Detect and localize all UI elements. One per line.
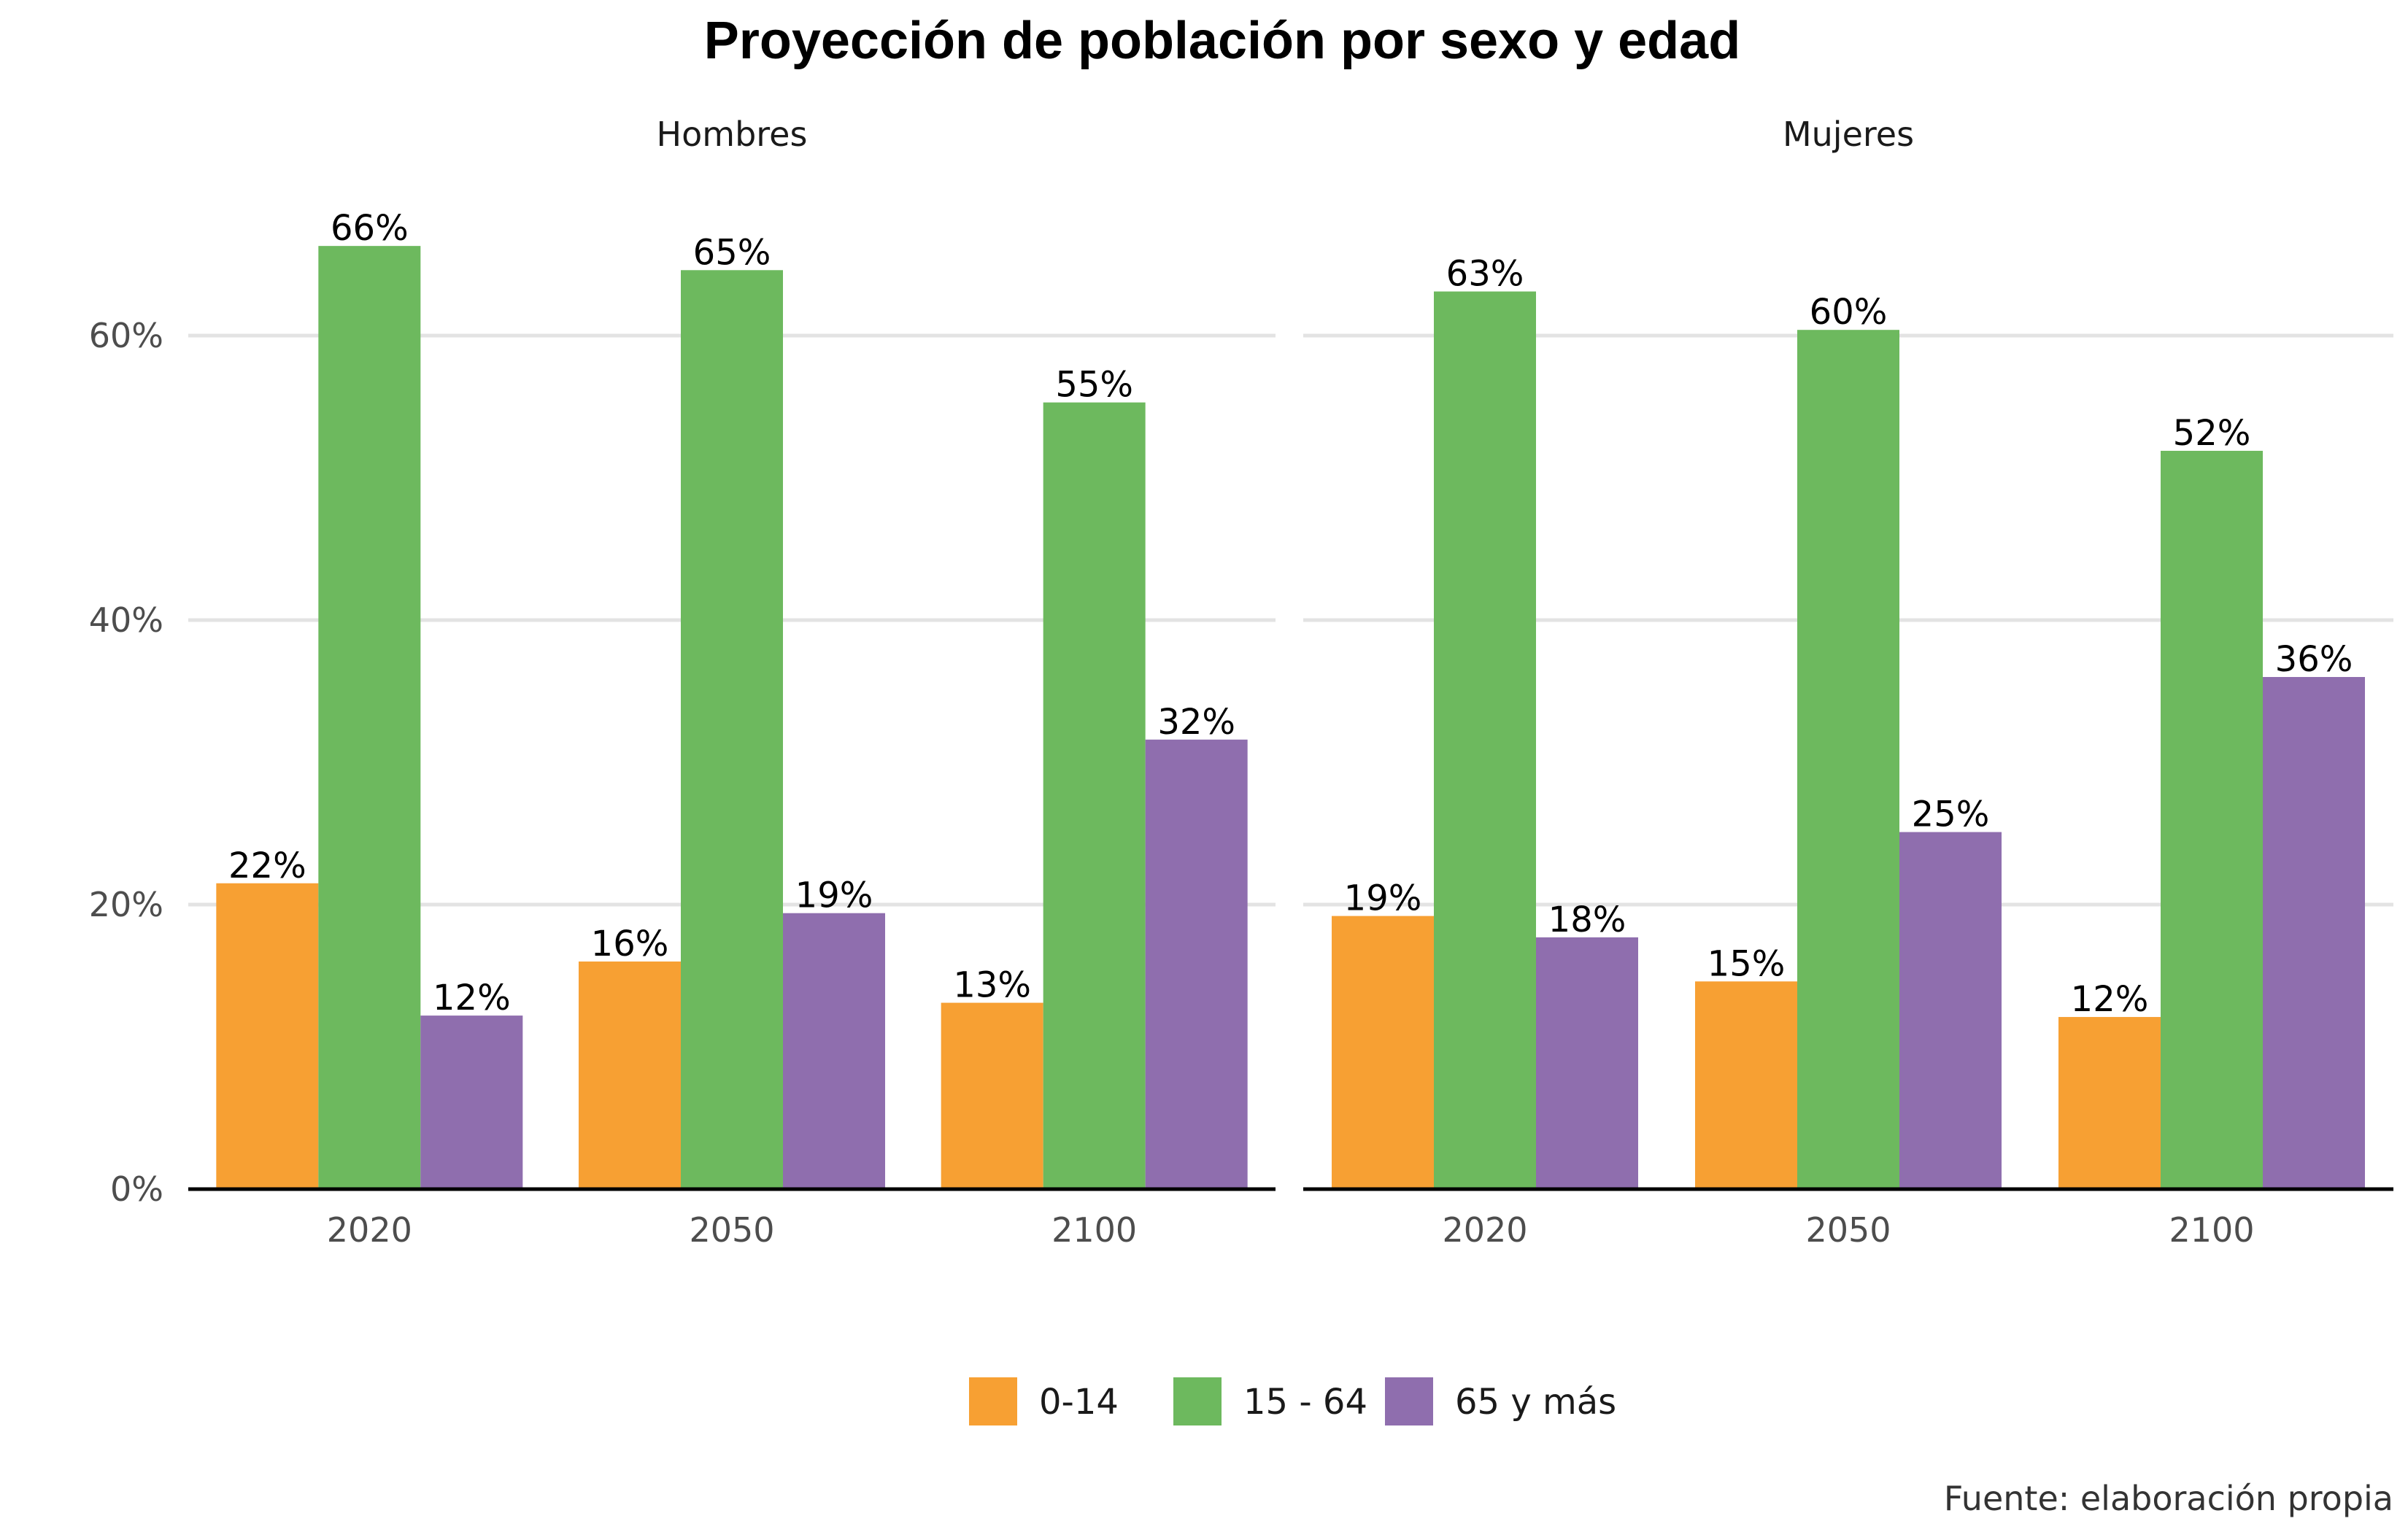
bar-value-label: 55%	[1055, 365, 1133, 406]
bar-value-label: 60%	[1810, 292, 1888, 333]
chart-legend: 0-14 15 - 64 65 y más	[969, 1377, 1616, 1425]
legend-swatch	[969, 1377, 1017, 1425]
facet-label: Hombres	[657, 115, 808, 154]
bar-65ymás-2100	[2263, 677, 2365, 1189]
bar-value-label: 12%	[433, 978, 511, 1018]
chart-title: Proyección de población por sexo y edad	[704, 12, 1740, 70]
x-tick-label: 2050	[1805, 1210, 1891, 1250]
bar-15-64-2020	[1434, 291, 1536, 1189]
bar-15-64-2050	[1797, 330, 1899, 1190]
bar-65ymás-2050	[1899, 832, 2002, 1189]
bar-65ymás-2100	[1145, 739, 1248, 1189]
panel-hombres: Hombres 22% 66% 12% 2020 16% 65% 19% 2050 13% 55% 3…	[188, 115, 1276, 1250]
bar-15-64-2020	[318, 246, 421, 1189]
legend-swatch	[1173, 1377, 1222, 1425]
bar-15-64-2100	[2161, 450, 2263, 1189]
y-tick-label: 60%	[89, 316, 163, 355]
bar-15-64-2100	[1043, 402, 1146, 1189]
bar-value-label: 65%	[693, 232, 771, 273]
bar-value-label: 52%	[2173, 413, 2251, 454]
chart-caption: Fuente: elaboración propia	[1944, 1479, 2393, 1518]
x-tick-label: 2020	[327, 1210, 412, 1250]
legend-label: 15 - 64	[1243, 1382, 1367, 1423]
bar-65ymás-2020	[1536, 937, 1638, 1189]
x-tick-label: 2100	[1051, 1210, 1137, 1250]
bar-value-label: 22%	[228, 846, 306, 886]
x-tick-label: 2050	[689, 1210, 774, 1250]
legend-label: 65 y más	[1455, 1382, 1616, 1423]
bar-65ymás-2020	[420, 1015, 523, 1189]
y-tick-label: 0%	[110, 1169, 163, 1209]
legend-item: 15 - 64	[1173, 1377, 1367, 1425]
facet-label: Mujeres	[1783, 115, 1914, 154]
bar-value-label: 13%	[953, 965, 1031, 1006]
bar-value-label: 16%	[591, 924, 669, 964]
bar-0-14-2020	[1332, 916, 1434, 1189]
bar-65ymás-2050	[783, 913, 885, 1189]
legend-item: 0-14	[969, 1377, 1119, 1425]
legend-swatch	[1385, 1377, 1433, 1425]
bar-value-label: 18%	[1548, 900, 1626, 940]
bar-value-label: 25%	[1912, 794, 1990, 835]
legend-item: 65 y más	[1385, 1377, 1616, 1425]
bar-value-label: 66%	[331, 208, 409, 249]
bar-value-label: 36%	[2275, 639, 2353, 680]
x-tick-label: 2020	[1442, 1210, 1527, 1250]
bar-value-label: 63%	[1446, 254, 1524, 295]
bar-value-label: 32%	[1157, 702, 1235, 743]
legend-label: 0-14	[1039, 1382, 1119, 1423]
x-tick-label: 2100	[2169, 1210, 2254, 1250]
bar-15-64-2050	[681, 270, 783, 1189]
panel-mujeres: Mujeres 19% 63% 18% 2020 15% 60% 25% 2050 12% 52% 3…	[1303, 115, 2393, 1250]
bar-0-14-2020	[216, 883, 319, 1189]
chart-panels: 0% 20% 40% 60% Hombres 22% 66% 12% 2020 16% 65% 19%…	[89, 115, 2393, 1250]
bar-value-label: 19%	[795, 875, 873, 916]
bar-value-label: 19%	[1344, 878, 1422, 919]
bar-0-14-2100	[2058, 1017, 2161, 1189]
bar-value-label: 12%	[2071, 979, 2149, 1020]
bar-0-14-2100	[941, 1002, 1043, 1189]
y-tick-label: 20%	[89, 885, 163, 924]
bar-0-14-2050	[579, 962, 681, 1189]
bar-value-label: 15%	[1707, 943, 1786, 984]
bar-0-14-2050	[1695, 981, 1797, 1189]
y-tick-label: 40%	[89, 600, 163, 640]
